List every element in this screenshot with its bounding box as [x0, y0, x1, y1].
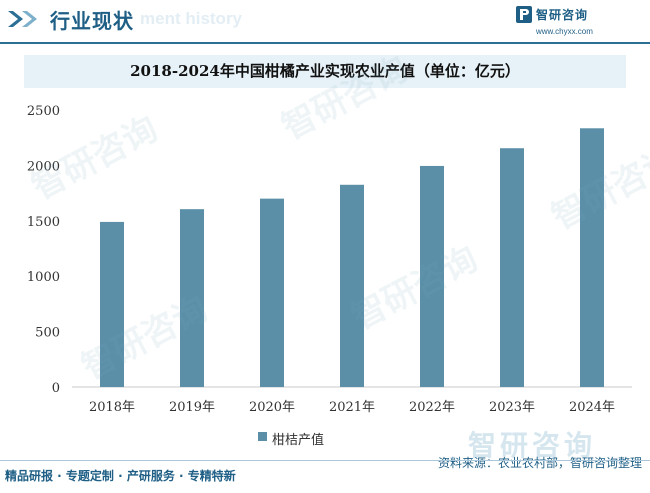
x-tick-label: 2022年 — [409, 400, 455, 415]
bar — [340, 184, 364, 387]
footer-tagline: 精品研报 · 专题定制 · 产研服务 · 专精特新 — [5, 469, 236, 483]
bar — [180, 209, 204, 387]
chart-title: 2018-2024年中国柑橘产业实现农业产值（单位：亿元） — [130, 62, 520, 80]
x-tick-label: 2024年 — [569, 400, 615, 415]
watermark-logo: 智研咨询 — [468, 429, 597, 462]
x-tick-label: 2020年 — [249, 400, 295, 415]
brand-logo-block: 智研咨询 www.chyxx.com — [516, 6, 636, 40]
bar-chart: 0 500 1000 1500 2000 2500 2018年 2019年 2020年 2021年… — [25, 49, 650, 415]
header-divider — [0, 42, 650, 44]
bar — [260, 198, 284, 387]
y-tick-label: 500 — [35, 326, 60, 341]
bar — [500, 148, 524, 387]
legend-swatch — [258, 432, 267, 441]
brand-logo-icon — [516, 6, 532, 23]
x-tick-label: 2021年 — [329, 400, 375, 415]
brand-url: www.chyxx.com — [536, 27, 593, 36]
page-header: 行业现状 ment history 智研咨询 www.chyxx.com — [0, 0, 650, 44]
y-tick-label: 1000 — [27, 270, 60, 285]
legend-label: 柑桔产值 — [272, 433, 325, 448]
watermark-text: 智研咨询 — [345, 239, 484, 338]
section-title: 行业现状 — [50, 9, 134, 33]
double-arrow-icon — [8, 11, 37, 27]
bar — [420, 165, 444, 387]
x-tick-label: 2019年 — [169, 400, 215, 415]
brand-name: 智研咨询 — [536, 8, 589, 22]
watermark-text: 智研咨询 — [25, 109, 164, 208]
bar — [100, 221, 124, 387]
y-tick-label: 2500 — [27, 104, 60, 119]
source-note: 资料来源：农业农村部，智研咨询整理 — [437, 456, 642, 470]
watermark-text: 智研咨询 — [275, 49, 414, 148]
bar — [580, 128, 604, 388]
x-tick-label: 2018年 — [89, 400, 135, 415]
ghost-heading: ment history — [140, 9, 243, 28]
y-tick-label: 0 — [52, 381, 60, 396]
x-tick-label: 2023年 — [489, 400, 535, 415]
chart-title-band: 2018-2024年中国柑橘产业实现农业产值（单位：亿元） — [24, 55, 626, 88]
footer-divider — [0, 460, 650, 461]
y-tick-label: 1500 — [27, 215, 60, 230]
y-tick-label: 2000 — [27, 159, 60, 174]
